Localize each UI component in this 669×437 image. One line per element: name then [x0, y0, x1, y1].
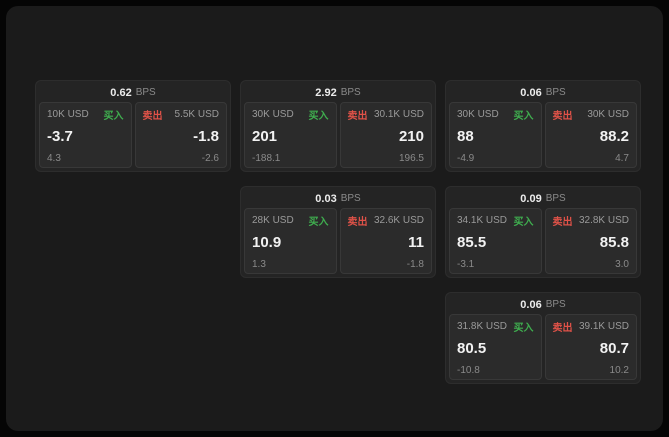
buy-amount: 28K USD: [252, 215, 294, 226]
sell-panel[interactable]: 卖出 30K USD 88.2 4.7: [544, 102, 637, 168]
buy-amount: 30K USD: [252, 109, 294, 120]
card-header: 0.09 BPS: [449, 189, 637, 208]
buy-amount: 34.1K USD: [457, 215, 508, 226]
card-header: 2.92 BPS: [244, 83, 432, 102]
trading-window: 0.62 BPS 10K USD 买入 -3.7 4.3 卖出 5.5K USD: [6, 6, 663, 431]
buy-price: 10.9: [252, 234, 282, 252]
card-header: 0.06 BPS: [449, 83, 637, 102]
bps-label: BPS: [340, 193, 361, 204]
sell-sub-value: 196.5: [398, 153, 424, 164]
quote-card: 0.62 BPS 10K USD 买入 -3.7 4.3 卖出 5.5K USD: [35, 80, 231, 172]
sell-price: 80.7: [599, 340, 629, 358]
sell-panel[interactable]: 卖出 39.1K USD 80.7 10.2: [544, 314, 637, 380]
buy-panel[interactable]: 30K USD 买入 88 -4.9: [449, 102, 542, 168]
sell-label: 卖出: [347, 111, 368, 122]
bps-value: 0.06: [520, 298, 542, 311]
sell-sub-value: -1.8: [406, 259, 424, 270]
bps-value: 0.62: [110, 86, 132, 99]
sell-sub-value: 4.7: [615, 153, 629, 164]
sell-amount: 30.1K USD: [373, 109, 424, 120]
buy-price: -3.7: [47, 128, 73, 146]
bps-label: BPS: [545, 299, 566, 310]
sell-panel[interactable]: 卖出 32.8K USD 85.8 3.0: [544, 208, 637, 274]
buy-label: 买入: [308, 217, 329, 228]
bps-value: 0.03: [315, 192, 337, 205]
sell-sub-value: -2.6: [201, 153, 219, 164]
buy-label: 买入: [308, 111, 329, 122]
sell-label: 卖出: [347, 217, 368, 228]
buy-sub-value: -10.8: [457, 365, 480, 376]
buy-panel[interactable]: 28K USD 买入 10.9 1.3: [244, 208, 337, 274]
sell-panel[interactable]: 卖出 32.6K USD 11 -1.8: [339, 208, 432, 274]
sell-amount: 39.1K USD: [578, 321, 629, 332]
sell-amount: 32.8K USD: [578, 215, 629, 226]
buy-sub-value: -3.1: [457, 259, 475, 270]
sell-sub-value: 3.0: [615, 259, 629, 270]
buy-panel[interactable]: 30K USD 买入 201 -188.1: [244, 102, 337, 168]
bps-value: 0.06: [520, 86, 542, 99]
buy-panel[interactable]: 31.8K USD 买入 80.5 -10.8: [449, 314, 542, 380]
buy-label: 买入: [513, 217, 534, 228]
bps-label: BPS: [340, 87, 361, 98]
sell-amount: 30K USD: [587, 109, 629, 120]
quote-card: 0.03 BPS 28K USD 买入 10.9 1.3 卖出 32.6K US…: [240, 186, 436, 278]
quote-grid: 0.62 BPS 10K USD 买入 -3.7 4.3 卖出 5.5K USD: [35, 80, 641, 384]
buy-panel[interactable]: 10K USD 买入 -3.7 4.3: [39, 102, 132, 168]
buy-amount: 31.8K USD: [457, 321, 508, 332]
bps-value: 2.92: [315, 86, 337, 99]
card-header: 0.06 BPS: [449, 295, 637, 314]
sell-price: 11: [408, 234, 424, 252]
sell-price: -1.8: [193, 128, 219, 146]
sell-panel[interactable]: 卖出 5.5K USD -1.8 -2.6: [134, 102, 227, 168]
buy-label: 买入: [103, 111, 124, 122]
buy-amount: 30K USD: [457, 109, 499, 120]
card-header: 0.62 BPS: [39, 83, 227, 102]
buy-price: 201: [252, 128, 278, 146]
sell-price: 210: [398, 128, 424, 146]
sell-sub-value: 10.2: [609, 365, 629, 376]
buy-price: 85.5: [457, 234, 487, 252]
buy-panel[interactable]: 34.1K USD 买入 85.5 -3.1: [449, 208, 542, 274]
buy-sub-value: 4.3: [47, 153, 61, 164]
bps-label: BPS: [545, 87, 566, 98]
buy-sub-value: -4.9: [457, 153, 475, 164]
buy-label: 买入: [513, 111, 534, 122]
sell-price: 85.8: [599, 234, 629, 252]
sell-label: 卖出: [552, 111, 573, 122]
buy-sub-value: -188.1: [252, 153, 281, 164]
bps-value: 0.09: [520, 192, 542, 205]
sell-amount: 32.6K USD: [373, 215, 424, 226]
buy-amount: 10K USD: [47, 109, 89, 120]
quote-card: 0.06 BPS 31.8K USD 买入 80.5 -10.8 卖出 39.1…: [445, 292, 641, 384]
sell-amount: 5.5K USD: [174, 109, 219, 120]
sell-label: 卖出: [552, 323, 573, 334]
sell-label: 卖出: [142, 111, 163, 122]
card-header: 0.03 BPS: [244, 189, 432, 208]
buy-price: 88: [457, 128, 474, 146]
quote-card: 0.06 BPS 30K USD 买入 88 -4.9 卖出 30K USD: [445, 80, 641, 172]
bps-label: BPS: [135, 87, 156, 98]
sell-price: 88.2: [599, 128, 629, 146]
buy-sub-value: 1.3: [252, 259, 266, 270]
quote-card: 0.09 BPS 34.1K USD 买入 85.5 -3.1 卖出 32.8K…: [445, 186, 641, 278]
buy-price: 80.5: [457, 340, 487, 358]
quote-card: 2.92 BPS 30K USD 买入 201 -188.1 卖出 30.1K …: [240, 80, 436, 172]
sell-label: 卖出: [552, 217, 573, 228]
sell-panel[interactable]: 卖出 30.1K USD 210 196.5: [339, 102, 432, 168]
buy-label: 买入: [513, 323, 534, 334]
bps-label: BPS: [545, 193, 566, 204]
